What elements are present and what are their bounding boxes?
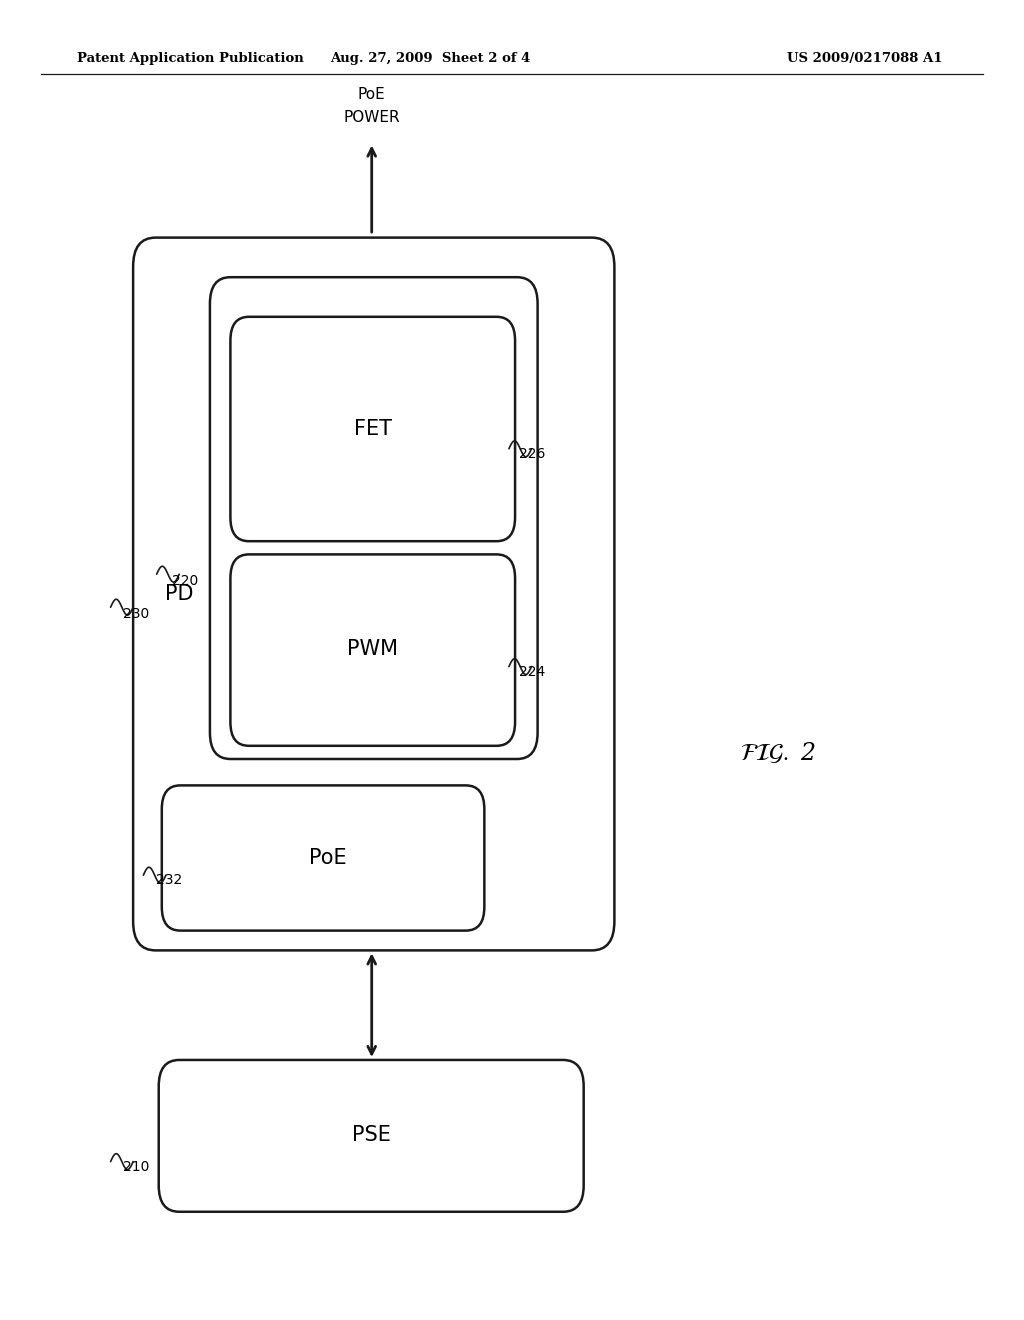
Text: PoE: PoE (309, 847, 346, 869)
Text: $\mathcal{FIG.}$ 2: $\mathcal{FIG.}$ 2 (740, 741, 816, 764)
FancyBboxPatch shape (230, 554, 515, 746)
FancyBboxPatch shape (210, 277, 538, 759)
Text: PD: PD (165, 583, 194, 605)
Text: US 2009/0217088 A1: US 2009/0217088 A1 (786, 51, 942, 65)
Text: 220: 220 (172, 574, 199, 587)
Text: Patent Application Publication: Patent Application Publication (77, 51, 303, 65)
Text: PSE: PSE (352, 1125, 391, 1146)
Text: PoE: PoE (357, 87, 386, 102)
FancyBboxPatch shape (162, 785, 484, 931)
Text: 224: 224 (519, 665, 546, 678)
Text: 230: 230 (123, 607, 150, 620)
Text: 232: 232 (156, 874, 182, 887)
Text: PWM: PWM (347, 639, 398, 660)
FancyBboxPatch shape (159, 1060, 584, 1212)
Text: FET: FET (353, 418, 392, 440)
FancyBboxPatch shape (230, 317, 515, 541)
Text: Aug. 27, 2009  Sheet 2 of 4: Aug. 27, 2009 Sheet 2 of 4 (330, 51, 530, 65)
Text: 210: 210 (123, 1160, 150, 1173)
Text: POWER: POWER (343, 111, 400, 125)
Text: 226: 226 (519, 447, 546, 461)
FancyBboxPatch shape (133, 238, 614, 950)
